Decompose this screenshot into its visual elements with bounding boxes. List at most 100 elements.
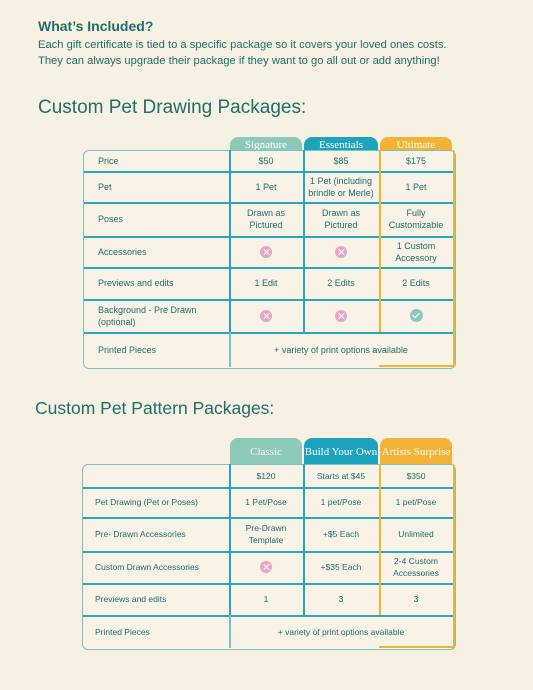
cell-text: 2 Edits: [402, 278, 430, 288]
column-header-artists-surprise: Artists Surprise: [380, 438, 452, 466]
printed-pieces-label: Printed Pieces: [95, 626, 150, 637]
column-divider: [303, 464, 305, 615]
drawing-packages-title: Custom Pet Drawing Packages:: [38, 97, 307, 118]
cell-text: $175: [405, 155, 427, 166]
cell-text: Starts at $45: [316, 470, 366, 481]
cell-text: $350: [406, 470, 426, 481]
table-cell: Starts at $45: [307, 464, 375, 487]
row-divider: [84, 171, 453, 173]
row-label: Price: [98, 155, 119, 166]
table-cell: [307, 236, 375, 267]
row-divider: [84, 299, 453, 301]
highlight-border-bottom: [379, 365, 455, 367]
row-label: Accessories: [98, 246, 147, 257]
cell-text: $85: [333, 155, 349, 166]
row-divider: [84, 236, 453, 238]
table-cell: Pre-Drawn Template: [233, 517, 299, 551]
highlight-border-bottom: [379, 646, 455, 648]
row-divider: [83, 615, 453, 617]
column-divider: [303, 150, 305, 332]
cell-text: 1 Pet/Pose: [245, 497, 287, 507]
x-icon: [260, 309, 272, 322]
table-cell: Drawn as Pictured: [307, 202, 375, 236]
row-label: [95, 464, 225, 487]
table-cell: 1 Pet/Pose: [233, 487, 299, 517]
table-cell: +$35 Each: [307, 551, 375, 583]
column-divider: [379, 150, 381, 332]
cell-text: 1 pet/Pose: [320, 497, 362, 507]
row-label: Previews and edits: [95, 594, 167, 604]
cell-text: Drawn as Pictured: [321, 208, 360, 230]
table-cell: Drawn as Pictured: [233, 202, 299, 236]
table-cell: 1 Pet: [383, 171, 449, 202]
table-body: [82, 464, 456, 650]
x-icon: [335, 245, 347, 258]
x-icon: [335, 309, 347, 322]
row-divider: [84, 267, 453, 269]
table-cell: $50: [233, 150, 299, 171]
column-header-signature: Signature: [230, 137, 302, 152]
highlight-border: [453, 464, 455, 648]
row-label: Pet: [98, 181, 112, 192]
cell-text: 1 Pet (including brindle or Merle): [308, 175, 374, 198]
cell-text: 1 Pet: [255, 181, 277, 192]
x-icon: [260, 561, 272, 573]
cell-text: 2 Edits: [327, 278, 355, 288]
column-divider: [229, 615, 231, 648]
table-cell: 1 pet/Pose: [383, 487, 449, 517]
row-divider: [83, 487, 453, 489]
table-cell: [233, 551, 299, 583]
cell-text: 3: [413, 594, 419, 604]
printed-pieces-label: Printed Pieces: [98, 344, 157, 355]
row-label: Poses: [98, 214, 124, 224]
intro-heading: What’s Included?: [38, 18, 154, 34]
cell-text: 1 pet/Pose: [395, 497, 437, 507]
column-divider: [229, 464, 231, 615]
table-cell: [307, 299, 375, 332]
table-cell: 1 pet/Pose: [307, 487, 375, 517]
row-label: Pet Drawing (Pet or Poses): [95, 497, 198, 507]
table-cell: [233, 236, 299, 267]
row-label: Previews and edits: [98, 278, 174, 288]
cell-text: $120: [256, 470, 276, 481]
row-divider: [83, 583, 453, 585]
row-label: Background - Pre Drawn (optional): [98, 304, 197, 327]
table-cell: 1 Edit: [233, 267, 299, 299]
column-header-essentials: Essentials: [304, 137, 378, 152]
row-divider: [84, 202, 453, 204]
cell-text: +$5 Each: [322, 529, 360, 539]
intro-line-1: Each gift certificate is tied to a speci…: [38, 39, 447, 51]
table-cell: 1 Pet: [233, 171, 299, 202]
table-cell: 1: [233, 583, 299, 615]
cell-text: $50: [258, 155, 274, 166]
column-header-classic: Classic: [230, 438, 302, 466]
pattern-packages-title: Custom Pet Pattern Packages:: [35, 398, 275, 418]
table-cell: +$5 Each: [307, 517, 375, 551]
row-divider: [84, 332, 453, 334]
table-cell: 1 Pet (including brindle or Merle): [307, 171, 375, 202]
table-cell: 3: [307, 583, 375, 615]
cell-text: 1 Pet: [405, 181, 427, 192]
table-cell: [233, 299, 299, 332]
column-divider: [229, 332, 231, 367]
cell-text: Pre-Drawn Template: [245, 523, 287, 545]
table-cell: [383, 299, 449, 332]
table-cell: $175: [383, 150, 449, 171]
printed-pieces-text: + variety of print options available: [274, 344, 408, 355]
cell-text: 3: [338, 594, 344, 604]
cell-text: Unlimited: [398, 529, 434, 539]
row-label: Pre- Drawn Accessories: [95, 529, 186, 539]
table-cell: 1 Custom Accessory: [383, 236, 449, 267]
table-cell: 3: [383, 583, 449, 615]
table-cell: Fully Customizable: [383, 202, 449, 236]
column-header-ultimate: Ultimate: [380, 137, 452, 152]
highlight-border: [453, 150, 455, 367]
table-cell: 2 Edits: [383, 267, 449, 299]
row-divider: [83, 517, 453, 519]
column-divider: [379, 464, 381, 615]
printed-pieces-text: + variety of print options available: [277, 626, 405, 637]
row-label: Custom Drawn Accessories: [95, 562, 199, 572]
cell-text: 2-4 Custom Accessories: [393, 556, 439, 578]
check-icon: [409, 309, 423, 322]
column-header-build-your-own: Build Your Own: [304, 438, 378, 466]
